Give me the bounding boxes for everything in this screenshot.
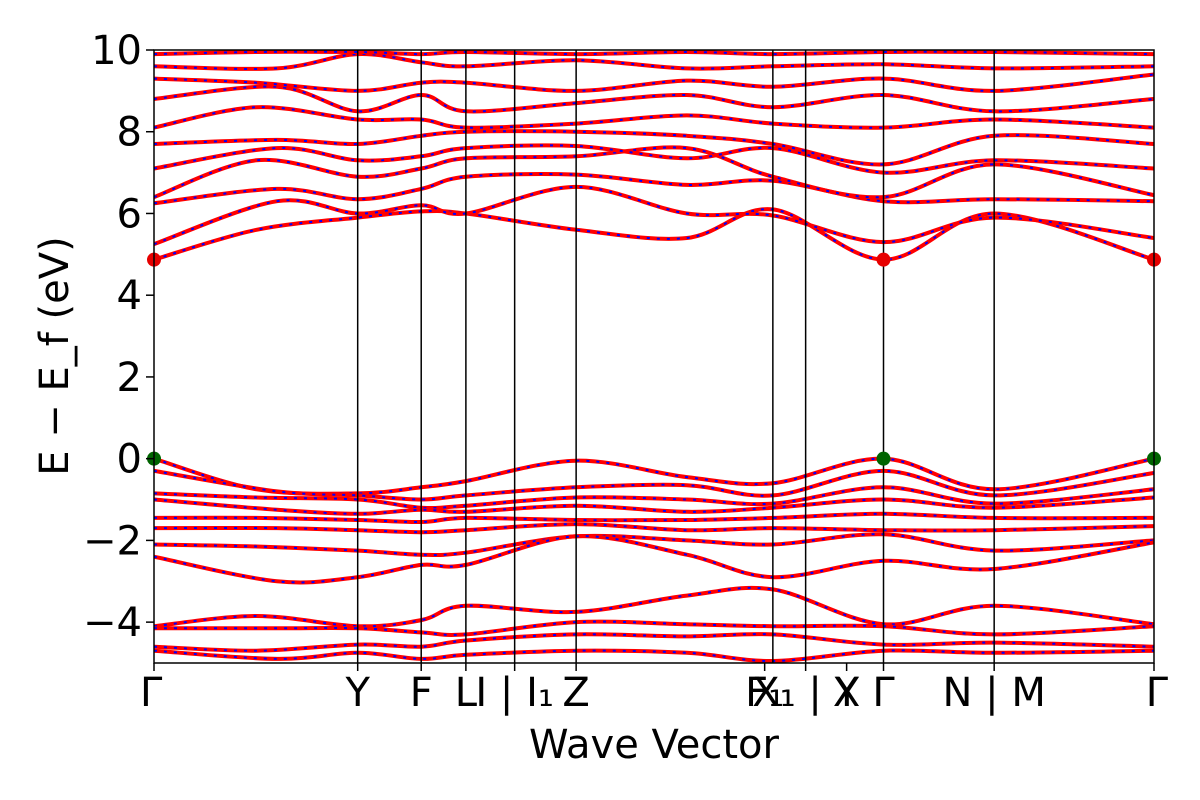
band-line-0: [154, 456, 1154, 496]
band-overlay-5: [154, 523, 1154, 534]
cbm-marker: [876, 252, 891, 267]
band-overlay-19: [154, 85, 1154, 113]
y-tick-label: −4: [83, 600, 142, 646]
x-tick-label: Y: [344, 670, 370, 716]
x-tick-label: I | I₁: [475, 670, 554, 716]
band-line-20: [154, 72, 1154, 93]
y-tick-label: 8: [117, 110, 142, 156]
x-tick-label: F: [410, 670, 433, 716]
plot-frame: [153, 49, 1155, 664]
x-tick-label: X₁ | Y: [752, 670, 859, 716]
band-overlay-2: [154, 486, 1154, 510]
band-overlay-12: [154, 208, 1154, 261]
band-line-21: [154, 52, 1154, 71]
high-symmetry-lines: [356, 50, 995, 663]
x-tick-label: X: [833, 670, 860, 716]
band-overlay-18: [154, 106, 1154, 129]
band-overlay-13: [154, 185, 1154, 246]
x-tick-label: Γ: [872, 670, 895, 716]
band-line-4: [154, 511, 1154, 525]
x-axis-label: Wave Vector: [529, 722, 780, 768]
band-overlay-15: [154, 146, 1154, 199]
y-tick-label: 4: [117, 273, 142, 319]
band-overlay-6: [154, 533, 1154, 556]
x-tick-label: N | M: [942, 670, 1045, 716]
band-overlay-16: [154, 144, 1154, 174]
band-edge-markers: [147, 252, 1161, 466]
bands-layer: [154, 50, 1154, 663]
x-tick-label: Z: [562, 670, 589, 716]
band-line-10: [154, 632, 1154, 653]
band-overlay-9: [154, 620, 1154, 636]
vbm-marker: [876, 451, 891, 466]
band-overlay-8: [154, 586, 1154, 628]
y-tick-label: −2: [83, 518, 142, 564]
band-line-6: [154, 532, 1154, 557]
y-tick-label: 10: [91, 28, 142, 74]
band-overlay-7: [154, 535, 1154, 584]
x-tick-label: Γ: [1146, 670, 1169, 716]
band-overlay-1: [154, 469, 1154, 501]
y-tick-label: 6: [117, 191, 142, 237]
x-tick-label: L: [455, 670, 478, 716]
band-line-11: [154, 648, 1154, 663]
band-overlay-10: [154, 633, 1154, 652]
x-tick-label: F₁: [745, 670, 784, 716]
y-axis-ticks: −4 −2 0 2 4 6 8 10: [83, 28, 154, 646]
y-axis-label: E − E_f (eV): [32, 236, 78, 475]
band-overlay-3: [154, 496, 1154, 515]
band-line-22: [154, 50, 1154, 57]
band-line-14: [154, 172, 1154, 206]
y-tick-label: 0: [117, 437, 142, 483]
y-tick-label: 2: [117, 355, 142, 401]
band-line-7: [154, 534, 1154, 585]
band-overlay-17: [154, 130, 1154, 166]
x-tick-label: Γ: [140, 670, 163, 716]
